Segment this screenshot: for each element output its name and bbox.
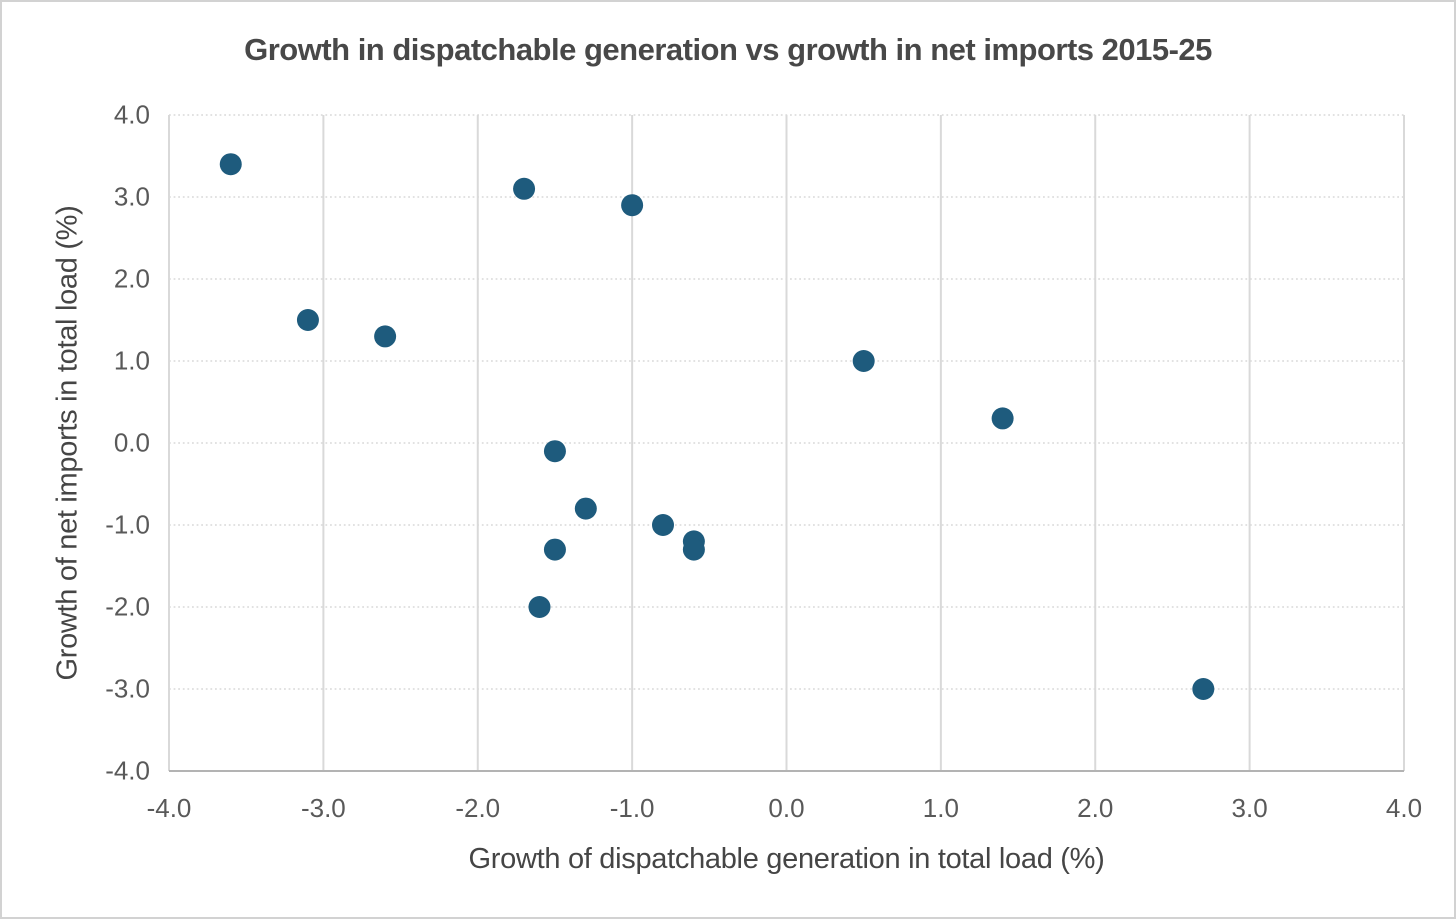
x-tick-label: -3.0 [300, 793, 346, 823]
x-axis-title: Growth of dispatchable generation in tot… [468, 843, 1105, 875]
x-tick-label: 4.0 [1385, 793, 1423, 823]
data-point [621, 194, 644, 217]
data-point [543, 538, 566, 561]
data-point [1192, 678, 1215, 700]
y-tick-label: -1.0 [105, 509, 150, 540]
y-tick-label: -3.0 [105, 673, 150, 704]
x-tick-label: 1.0 [922, 793, 959, 823]
y-tick-label: 1.0 [113, 345, 150, 376]
x-tick-label: 2.0 [1077, 793, 1114, 823]
x-tick-label: -2.0 [455, 793, 501, 823]
data-point [374, 325, 397, 348]
y-tick-label: 0.0 [113, 427, 150, 458]
data-point [652, 514, 674, 536]
y-tick-label: -4.0 [105, 755, 150, 786]
x-tick-label: -1.0 [609, 793, 655, 823]
data-point [219, 153, 242, 176]
chart-title: Growth in dispatchable generation vs gro… [244, 32, 1212, 67]
x-tick-label: 3.0 [1231, 793, 1268, 823]
data-point [852, 350, 875, 372]
y-tick-label: -2.0 [105, 591, 150, 622]
y-axis-title: Growth of net imports in total load (%) [51, 205, 84, 681]
data-point [574, 497, 597, 520]
data-point [543, 440, 566, 463]
y-tick-label: 3.0 [113, 181, 150, 212]
data-point [991, 407, 1014, 430]
x-tick-label: 0.0 [768, 793, 805, 823]
y-tick-label: 2.0 [113, 263, 150, 294]
x-tick-label: -4.0 [146, 793, 192, 823]
data-point [682, 538, 705, 561]
data-point [528, 596, 551, 618]
data-point [296, 309, 319, 331]
y-tick-label: 4.0 [113, 99, 150, 130]
data-point [513, 177, 536, 200]
